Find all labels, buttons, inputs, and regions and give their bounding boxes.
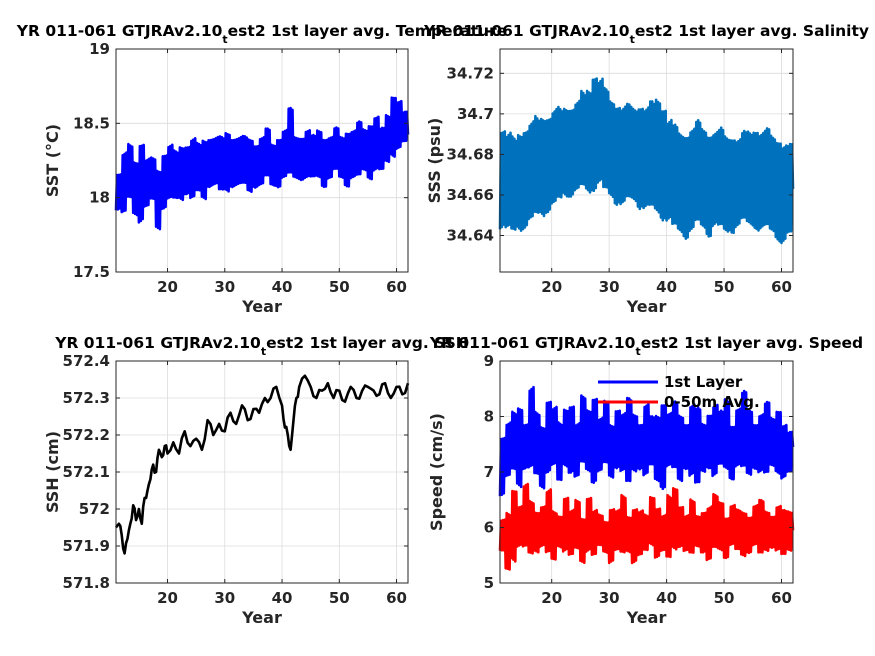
- x-tick-label: 20: [541, 278, 562, 296]
- x-tick-label: 30: [599, 589, 620, 607]
- y-axis-label: SSH (cm): [43, 431, 62, 513]
- x-tick-label: 20: [157, 589, 178, 607]
- x-tick-label: 30: [599, 278, 620, 296]
- x-tick-label: 60: [771, 589, 792, 607]
- legend: 1st Layer 0-50m Avg.: [598, 373, 760, 411]
- title-subscript: t: [635, 345, 640, 358]
- series-group: [498, 385, 795, 571]
- x-tick-label: 50: [714, 589, 735, 607]
- x-tick-label: 50: [714, 278, 735, 296]
- x-tick-label: 20: [541, 589, 562, 607]
- y-tick-label: 34.72: [447, 64, 494, 82]
- x-tick-label: 60: [771, 278, 792, 296]
- x-tick-label: 40: [272, 589, 293, 607]
- series-line: [114, 374, 410, 555]
- panel-salinity: 20 30 40 50 60 34.64 34.66 34.68 34.7 34.72 YR 01…: [423, 22, 869, 316]
- y-axis-label: SSS (psu): [425, 118, 444, 204]
- y-tick-label: 17.5: [73, 263, 110, 281]
- panel-speed: 20 30 40 50 60 5 6 7 8 9 1st Layer 0-50m Avg. YR …: [427, 334, 863, 627]
- x-tick-label: 40: [272, 278, 293, 296]
- y-tick-label: 572.1: [63, 463, 110, 481]
- series-group: [498, 77, 795, 245]
- x-axis-label: Year: [241, 608, 282, 627]
- y-tick-label: 18.5: [73, 114, 110, 132]
- x-axis-label: Year: [626, 297, 667, 316]
- y-tick-label: 34.66: [447, 186, 494, 204]
- x-tick-label: 30: [214, 278, 235, 296]
- series-group: [114, 96, 410, 231]
- legend-label-0-50m-avg: 0-50m Avg.: [664, 393, 760, 411]
- title-subscript: t: [222, 33, 227, 46]
- x-tick-label: 40: [656, 278, 677, 296]
- chart-title: YR 011-061 GTJRAv2.10test2 1st layer avg…: [423, 22, 869, 46]
- plot-frame: [115, 48, 409, 273]
- x-tick-label: 50: [329, 589, 350, 607]
- series-line: [498, 77, 795, 245]
- series-group: [114, 374, 410, 555]
- x-axis-label: Year: [241, 297, 282, 316]
- y-tick-label: 7: [484, 463, 494, 481]
- x-tick-label: 50: [329, 278, 350, 296]
- y-axis-label: Speed (cm/s): [427, 413, 446, 531]
- y-axis-label: SST (°C): [43, 124, 62, 197]
- panel-temperature: 20 30 40 50 60 17.5 18 18.5 19 YR 011-061 GTJRAv…: [16, 22, 507, 316]
- chart-title: YR 011-061 GTJRAv2.10test2 1st layer avg…: [16, 22, 507, 46]
- y-tick-label: 9: [484, 352, 494, 370]
- ticks: 20 30 40 50 60 5 6 7 8 9: [484, 352, 793, 607]
- series-line: [114, 96, 410, 231]
- y-tick-label: 34.7: [457, 105, 494, 123]
- x-tick-label: 60: [386, 589, 407, 607]
- chart-title: YR 011-061 GTJRAv2.10test2 1st layer avg…: [429, 334, 863, 358]
- title-subscript: t: [261, 345, 266, 358]
- y-tick-label: 572: [79, 500, 110, 518]
- y-tick-label: 6: [484, 519, 494, 537]
- y-tick-label: 19: [89, 40, 110, 58]
- y-tick-label: 34.68: [447, 145, 494, 163]
- x-tick-label: 30: [214, 589, 235, 607]
- legend-label-1st-layer: 1st Layer: [664, 373, 743, 391]
- ticks: 20 30 40 50 60 17.5 18 18.5 19: [73, 40, 408, 296]
- y-tick-label: 572.2: [63, 426, 110, 444]
- y-tick-label: 8: [484, 408, 494, 426]
- plot-frame: [499, 48, 794, 273]
- series-line-0-50m-avg: [498, 482, 795, 571]
- y-tick-label: 572.4: [63, 352, 110, 370]
- y-tick-label: 5: [484, 574, 494, 592]
- x-tick-label: 20: [157, 278, 178, 296]
- panel-ssh: 20 30 40 50 60 571.8 571.9 572 572.1 572.2 572.3 57…: [43, 334, 469, 627]
- ticks: 20 30 40 50 60 34.64 34.66 34.68 34.7 34.72: [447, 49, 793, 296]
- x-tick-label: 60: [386, 278, 407, 296]
- series-line-1st-layer: [498, 385, 795, 497]
- x-axis-label: Year: [626, 608, 667, 627]
- y-tick-label: 34.64: [447, 227, 494, 245]
- y-tick-label: 571.9: [63, 537, 110, 555]
- title-subscript: t: [630, 33, 635, 46]
- y-tick-label: 571.8: [63, 574, 110, 592]
- chart-title: YR 011-061 GTJRAv2.10test2 1st layer avg…: [54, 334, 469, 358]
- x-tick-label: 40: [656, 589, 677, 607]
- y-tick-label: 572.3: [63, 389, 110, 407]
- ticks: 20 30 40 50 60 571.8 571.9 572 572.1 572.2 572.3 57…: [63, 352, 408, 607]
- y-tick-label: 18: [89, 189, 110, 207]
